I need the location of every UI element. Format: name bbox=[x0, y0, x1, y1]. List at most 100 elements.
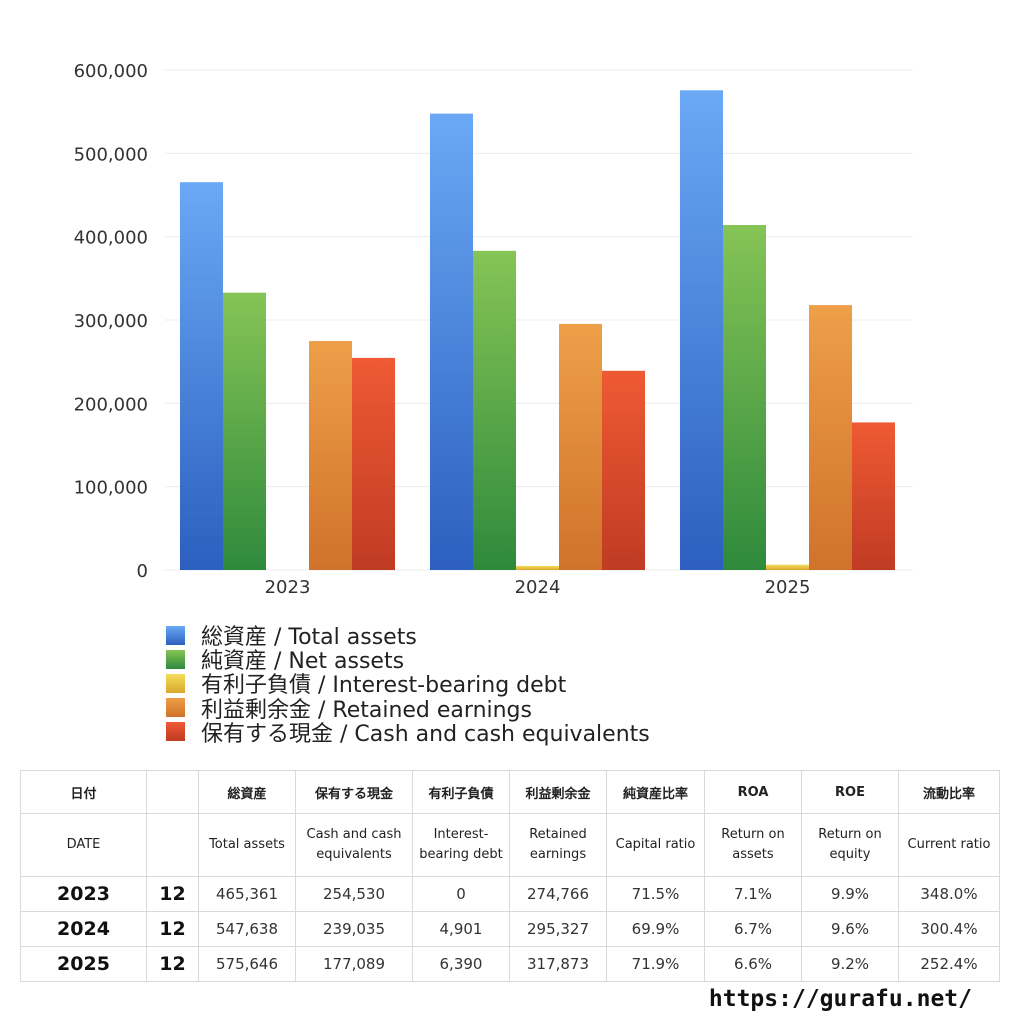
table-cell: 465,361 bbox=[198, 876, 296, 912]
bar-total_assets-2025 bbox=[680, 90, 723, 571]
row-year: 2025 bbox=[20, 946, 147, 982]
table-cell: 6,390 bbox=[412, 946, 510, 982]
header-cell-jp: ROA bbox=[704, 770, 802, 814]
y-tick-label: 600,000 bbox=[74, 61, 148, 82]
header-cell-jp: ROE bbox=[801, 770, 899, 814]
bar-chart: 0 100,000 200,000 300,000 400,000 500,000 600,… bbox=[74, 61, 913, 598]
x-axis-ticks: 2023 2024 2025 bbox=[265, 577, 811, 598]
bar-interest_bearing_debt-2025 bbox=[766, 564, 809, 570]
legend-label: 総資産 / Total assets bbox=[201, 625, 417, 651]
bar-cash-2023 bbox=[352, 357, 395, 570]
header-cell-en: Retained earnings bbox=[509, 813, 607, 877]
table-cell: 9.6% bbox=[801, 911, 899, 947]
table-cell: 295,327 bbox=[509, 911, 607, 947]
table-cell: 547,638 bbox=[198, 911, 296, 947]
table-cell: 4,901 bbox=[412, 911, 510, 947]
bar-retained_earnings-2024 bbox=[559, 323, 602, 570]
table-row: 2023 12 465,361 254,530 0 274,766 71.5% 7.1% 9.9… bbox=[20, 876, 1000, 912]
bar-retained_earnings-2023 bbox=[309, 341, 352, 570]
table-cell: 252.4% bbox=[898, 946, 1000, 982]
header-cell-en bbox=[146, 813, 199, 877]
legend-swatch bbox=[166, 625, 185, 645]
table-cell: 274,766 bbox=[509, 876, 607, 912]
header-cell-en: DATE bbox=[20, 813, 147, 877]
row-year: 2024 bbox=[20, 911, 147, 947]
legend-item-total_assets: 総資産 / Total assets bbox=[166, 623, 650, 650]
header-cell-jp: 利益剰余金 bbox=[509, 770, 607, 814]
bar-net_assets-2025 bbox=[723, 225, 766, 570]
header-cell-jp: 総資産 bbox=[198, 770, 296, 814]
chart-legend: 総資産 / Total assets 純資産 / Net assets 有利子負債 … bbox=[166, 623, 650, 747]
table-header-jp: 日付 総資産 保有する現金 有利子負債 利益剰余金 純資産比率 ROA ROE 流動比率 bbox=[20, 770, 1000, 814]
bar-total_assets-2023 bbox=[180, 182, 223, 571]
header-cell-jp: 純資産比率 bbox=[606, 770, 705, 814]
y-tick-label: 300,000 bbox=[74, 311, 148, 332]
table-cell: 575,646 bbox=[198, 946, 296, 982]
table-cell: 7.1% bbox=[704, 876, 802, 912]
header-cell-en: Current ratio bbox=[898, 813, 1000, 877]
x-tick-label: 2024 bbox=[515, 577, 561, 598]
table-row: 2025 12 575,646 177,089 6,390 317,873 71.9% 6.6… bbox=[20, 946, 1000, 982]
legend-label: 利益剰余金 / Retained earnings bbox=[201, 697, 532, 723]
header-cell-jp: 流動比率 bbox=[898, 770, 1000, 814]
table-cell: 9.2% bbox=[801, 946, 899, 982]
chart-bars bbox=[180, 90, 895, 571]
table-cell: 6.7% bbox=[704, 911, 802, 947]
financial-table: 日付 総資産 保有する現金 有利子負債 利益剰余金 純資産比率 ROA ROE 流動比率 DAT… bbox=[20, 770, 1000, 982]
bar-retained_earnings-2025 bbox=[809, 305, 852, 570]
bar-cash-2025 bbox=[852, 422, 895, 570]
header-cell-en: Return on equity bbox=[801, 813, 899, 877]
table-cell: 6.6% bbox=[704, 946, 802, 982]
table-cell: 254,530 bbox=[295, 876, 413, 912]
y-tick-label: 0 bbox=[137, 561, 148, 582]
legend-swatch bbox=[166, 673, 185, 693]
table-cell: 0 bbox=[412, 876, 510, 912]
header-cell-jp: 日付 bbox=[20, 770, 147, 814]
header-cell-en: Cash and cash equivalents bbox=[295, 813, 413, 877]
legend-swatch bbox=[166, 722, 185, 742]
header-cell-en: Interest-bearing debt bbox=[412, 813, 510, 877]
table-cell: 71.5% bbox=[606, 876, 705, 912]
legend-swatch bbox=[166, 649, 185, 669]
legend-item-interest_bearing_debt: 有利子負債 / Interest-bearing debt bbox=[166, 671, 650, 698]
table-cell: 348.0% bbox=[898, 876, 1000, 912]
header-cell-en: Return on assets bbox=[704, 813, 802, 877]
y-tick-label: 500,000 bbox=[74, 144, 148, 165]
chart-grid bbox=[165, 69, 913, 571]
row-month: 12 bbox=[146, 876, 199, 912]
bar-cash-2024 bbox=[602, 370, 645, 570]
row-month: 12 bbox=[146, 946, 199, 982]
legend-label: 純資産 / Net assets bbox=[201, 649, 405, 675]
legend-label: 保有する現金 / Cash and cash equivalents bbox=[201, 721, 650, 747]
header-cell-jp: 保有する現金 bbox=[295, 770, 413, 814]
table-row: 2024 12 547,638 239,035 4,901 295,327 69.9% 6.7… bbox=[20, 911, 1000, 947]
row-month: 12 bbox=[146, 911, 199, 947]
bar-net_assets-2023 bbox=[223, 292, 266, 570]
header-cell-en: Total assets bbox=[198, 813, 296, 877]
legend-item-cash: 保有する現金 / Cash and cash equivalents bbox=[166, 720, 650, 747]
header-cell-jp: 有利子負債 bbox=[412, 770, 510, 814]
table-cell: 177,089 bbox=[295, 946, 413, 982]
y-tick-label: 100,000 bbox=[74, 478, 148, 499]
table-header-en: DATE Total assets Cash and cash equivalent… bbox=[20, 813, 1000, 877]
bar-interest_bearing_debt-2024 bbox=[516, 565, 559, 570]
legend-item-net_assets: 純資産 / Net assets bbox=[166, 647, 650, 674]
legend-item-retained_earnings: 利益剰余金 / Retained earnings bbox=[166, 696, 650, 723]
table-cell: 317,873 bbox=[509, 946, 607, 982]
y-axis-ticks: 0 100,000 200,000 300,000 400,000 500,000 600,… bbox=[74, 61, 148, 582]
row-year: 2023 bbox=[20, 876, 147, 912]
table-cell: 9.9% bbox=[801, 876, 899, 912]
bar-net_assets-2024 bbox=[473, 250, 516, 571]
site-url[interactable]: https://gurafu.net/ bbox=[708, 986, 972, 1012]
x-tick-label: 2025 bbox=[765, 577, 811, 598]
legend-swatch bbox=[166, 698, 185, 718]
table-cell: 71.9% bbox=[606, 946, 705, 982]
header-cell-en: Capital ratio bbox=[606, 813, 705, 877]
table-cell: 69.9% bbox=[606, 911, 705, 947]
y-tick-label: 400,000 bbox=[74, 228, 148, 249]
x-tick-label: 2023 bbox=[265, 577, 311, 598]
table-cell: 300.4% bbox=[898, 911, 1000, 947]
legend-label: 有利子負債 / Interest-bearing debt bbox=[201, 673, 567, 699]
y-tick-label: 200,000 bbox=[74, 394, 148, 415]
bar-total_assets-2024 bbox=[430, 113, 473, 570]
